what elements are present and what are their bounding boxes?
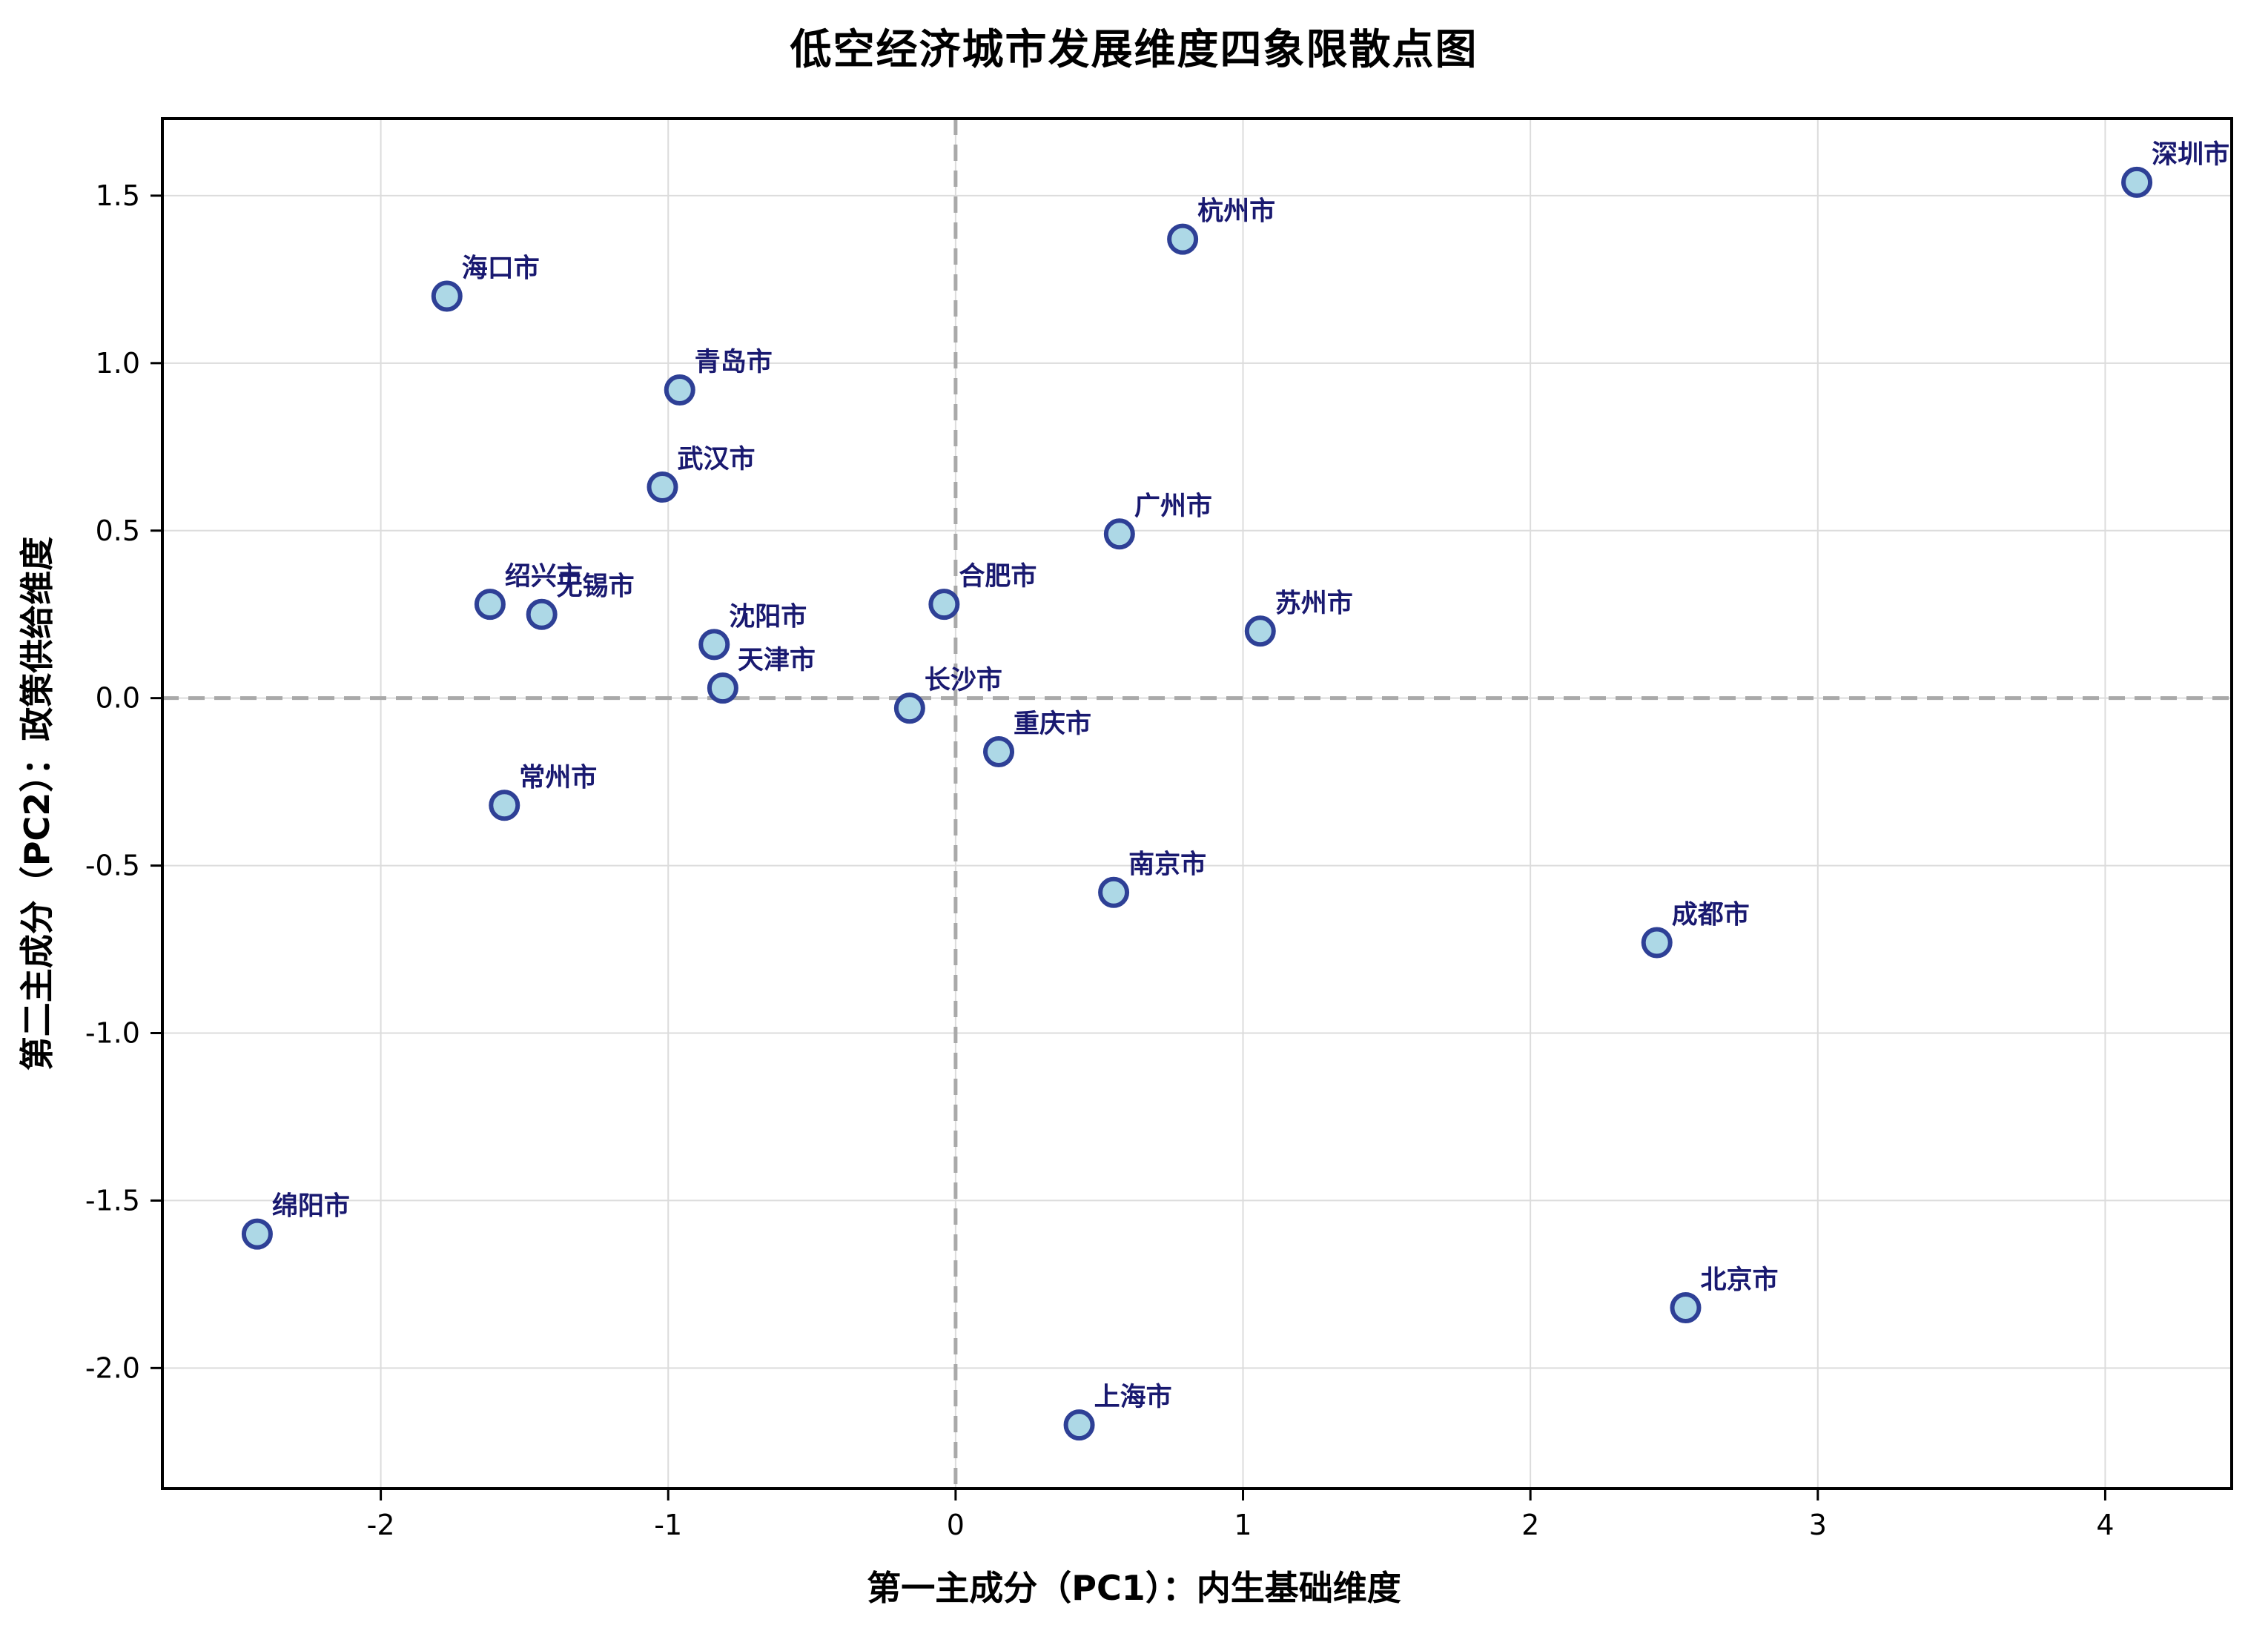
point-label: 苏州市 (1275, 589, 1353, 618)
data-point (983, 735, 1015, 767)
point-label: 上海市 (1094, 1383, 1172, 1412)
point-label: 合肥市 (959, 562, 1037, 592)
point-label: 无锡市 (557, 572, 635, 602)
point-label: 杭州市 (1197, 196, 1275, 227)
y-tick-label: -1.0 (85, 1017, 140, 1050)
point-label: 广州市 (1134, 492, 1212, 521)
data-point (2121, 166, 2153, 198)
data-point (664, 374, 695, 406)
y-tick-label: -2.0 (85, 1351, 140, 1384)
point-label: 南京市 (1128, 850, 1206, 880)
point-label: 绍兴市 (505, 562, 583, 592)
data-point (474, 589, 506, 621)
x-axis-title: 第一主成分（PC1）：内生基础维度 (867, 1568, 1401, 1608)
y-tick-label: 0.5 (96, 514, 140, 547)
data-point (241, 1218, 273, 1250)
data-point (1244, 615, 1276, 647)
x-tick-label: 4 (2096, 1509, 2114, 1541)
data-point (1670, 1292, 1702, 1324)
data-point (489, 790, 520, 821)
data-point (707, 672, 738, 704)
point-label: 常州市 (519, 763, 597, 793)
point-label: 海口市 (462, 254, 540, 283)
data-point (893, 692, 925, 724)
point-label: 沈阳市 (729, 602, 807, 632)
x-tick-label: -1 (654, 1509, 682, 1541)
x-tick-label: 0 (947, 1509, 965, 1541)
y-tick-label: 0.0 (96, 682, 140, 715)
chart-title: 低空经济城市发展维度四象限散点图 (790, 26, 1478, 74)
point-label: 绵阳市 (272, 1192, 350, 1222)
data-point (1103, 518, 1135, 550)
data-point (1098, 876, 1130, 908)
data-point (431, 280, 463, 312)
data-point (647, 471, 678, 503)
point-label: 长沙市 (925, 666, 1002, 695)
point-label: 北京市 (1700, 1265, 1778, 1295)
x-tick-label: 2 (1521, 1509, 1539, 1541)
y-tick-label: 1.5 (96, 179, 140, 212)
y-tick-label: 1.0 (96, 347, 140, 380)
x-tick-label: 1 (1234, 1509, 1252, 1541)
point-label: 武汉市 (677, 445, 755, 474)
x-tick-label: -2 (367, 1509, 395, 1541)
y-axis-title-text: 第二主成分（PC2）：政策供给维度 (17, 536, 57, 1071)
x-tick-label: 3 (1809, 1509, 1827, 1541)
data-point (928, 589, 960, 621)
data-point (1063, 1409, 1095, 1441)
data-point (1641, 927, 1673, 959)
point-label: 深圳市 (2152, 140, 2229, 170)
y-tick-label: -1.5 (85, 1184, 140, 1217)
point-label: 成都市 (1672, 901, 1750, 930)
data-point (1167, 223, 1199, 255)
data-point (698, 629, 730, 661)
plot-border (161, 117, 2233, 1490)
point-label: 青岛市 (695, 348, 773, 377)
point-label: 重庆市 (1014, 709, 1091, 739)
point-label: 天津市 (738, 646, 816, 675)
data-point (526, 598, 558, 630)
y-tick-label: -0.5 (85, 850, 140, 882)
